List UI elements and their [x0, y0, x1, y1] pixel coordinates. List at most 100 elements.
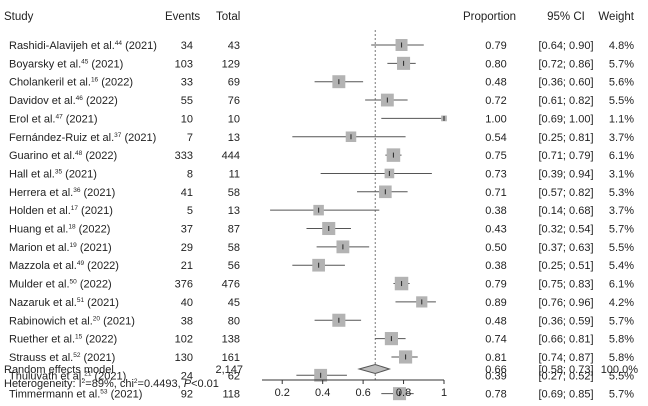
study-ref: 15 — [75, 334, 83, 341]
study-year: (2021) — [121, 132, 156, 144]
study-author: Timmermann et al. — [9, 389, 100, 401]
study-ref: 21 — [84, 370, 92, 377]
proportion-value: 0.72 — [485, 95, 506, 107]
study-name: Nazaruk et al.51 (2021) — [9, 297, 119, 309]
x-axis: 0.2 0.4 0.6 0.8 1 — [262, 379, 447, 399]
weight-value: 5.5% — [609, 242, 634, 254]
ci-value: [0.36; 0.59] — [538, 315, 593, 327]
study-year: (2021) — [63, 113, 98, 125]
study-ref: 17 — [71, 205, 79, 212]
study-author: Erol et al. — [9, 113, 55, 125]
study-name: Mulder et al.50 (2022) — [9, 279, 112, 291]
weight-value: 5.7% — [609, 58, 634, 70]
study-name: Hall et al.35 (2021) — [9, 168, 97, 180]
proportion-value: 0.79 — [485, 279, 506, 291]
ci-value: [0.27; 0.52] — [538, 370, 593, 382]
study-author: Mazzola et al. — [9, 260, 77, 272]
study-author: Hall et al. — [9, 168, 55, 180]
weight-value: 3.7% — [609, 132, 634, 144]
total-value: 69 — [228, 77, 240, 89]
pooled-weight: 100.0% — [601, 364, 639, 376]
events-value: 92 — [181, 389, 193, 401]
study-ref: 19 — [70, 242, 78, 249]
study-year: (2021) — [122, 40, 157, 52]
ci-value: [0.25; 0.51] — [538, 260, 593, 272]
weight-value: 3.1% — [609, 168, 634, 180]
events-value: 333 — [175, 150, 193, 162]
study-name: Huang et al.18 (2022) — [9, 224, 110, 236]
ci-value: [0.14; 0.68] — [538, 205, 593, 217]
total-value: 129 — [222, 58, 240, 70]
proportion-value: 0.75 — [485, 150, 506, 162]
study-name: Ruether et al.15 (2022) — [9, 334, 117, 346]
pooled-diamond — [357, 363, 392, 375]
study-year: (2022) — [82, 334, 117, 346]
study-author: Holden et al. — [9, 205, 71, 217]
tick-label: 0.4 — [315, 387, 330, 399]
ci-value: [0.74; 0.87] — [538, 352, 593, 364]
ci-value: [0.39; 0.94] — [538, 168, 593, 180]
pooled-row: Random effects model 2,147 0.66 [0.58; 0.73… — [4, 363, 639, 390]
events-value: 21 — [181, 260, 193, 272]
plot-marks — [270, 30, 447, 401]
study-year: (2021) — [108, 389, 143, 401]
heterogeneity-text: Heterogeneity: I2=89%, chi2=0.4493, P<0.… — [4, 378, 219, 390]
events-value: 37 — [181, 224, 193, 236]
study-author: Rabinowich et al. — [9, 315, 93, 327]
study-author: Davidov et al. — [9, 95, 76, 107]
study-ref: 50 — [70, 279, 78, 286]
study-name: Rabinowich et al.20 (2021) — [9, 315, 135, 327]
study-ref: 37 — [114, 132, 122, 139]
study-ref: 44 — [115, 40, 123, 47]
events-value: 41 — [181, 187, 193, 199]
total-value: 80 — [228, 315, 240, 327]
study-author: Guarino et al. — [9, 150, 75, 162]
events-value: 34 — [181, 40, 193, 52]
total-value: 10 — [228, 113, 240, 125]
study-author: Herrera et al. — [9, 187, 73, 199]
weight-value: 5.7% — [609, 389, 634, 401]
study-author: Huang et al. — [9, 224, 68, 236]
study-author: Strauss et al. — [9, 352, 73, 364]
total-value: 87 — [228, 224, 240, 236]
study-year: (2022) — [98, 77, 133, 89]
study-ref: 48 — [75, 150, 83, 157]
study-year: (2021) — [62, 168, 97, 180]
study-year: (2021) — [80, 187, 115, 199]
ci-value: [0.61; 0.82] — [538, 95, 593, 107]
weight-value: 6.1% — [609, 279, 634, 291]
pooled-label: Random effects model — [4, 364, 114, 376]
ci-value: [0.69; 0.85] — [538, 389, 593, 401]
study-rows: Rashidi-Alavijeh et al.44 (2021) 34 43 0.79… — [9, 40, 634, 401]
het-i2-sup: 2 — [82, 378, 86, 385]
proportion-value: 0.38 — [485, 205, 506, 217]
pooled-ci: [0.58; 0.73] — [538, 364, 593, 376]
study-ref: 46 — [76, 95, 84, 102]
proportion-value: 0.74 — [485, 334, 506, 346]
events-value: 40 — [181, 297, 193, 309]
proportion-value: 0.48 — [485, 77, 506, 89]
total-value: 45 — [228, 297, 240, 309]
study-author: Mulder et al. — [9, 279, 70, 291]
header-proportion: Proportion — [463, 11, 516, 23]
header-ci: 95% CI — [547, 11, 585, 23]
proportion-value: 0.78 — [485, 389, 506, 401]
weight-value: 3.7% — [609, 205, 634, 217]
study-name: Marion et al.19 (2021) — [9, 242, 112, 254]
proportion-value: 0.54 — [485, 132, 506, 144]
study-name: Timmermann et al.53 (2021) — [9, 389, 142, 401]
study-name: Davidov et al.46 (2022) — [9, 95, 118, 107]
study-year: (2022) — [82, 150, 117, 162]
study-author: Boyarsky et al. — [9, 58, 81, 70]
study-name: Cholankeril et al.16 (2022) — [9, 77, 133, 89]
header-total: Total — [216, 11, 240, 23]
proportion-value: 0.38 — [485, 260, 506, 272]
proportion-value: 0.79 — [485, 40, 506, 52]
total-value: 58 — [228, 242, 240, 254]
study-ref: 52 — [73, 352, 81, 359]
proportion-value: 0.39 — [485, 370, 506, 382]
total-value: 138 — [222, 334, 240, 346]
pooled-total: 2,147 — [215, 364, 243, 376]
weight-value: 4.2% — [609, 297, 634, 309]
